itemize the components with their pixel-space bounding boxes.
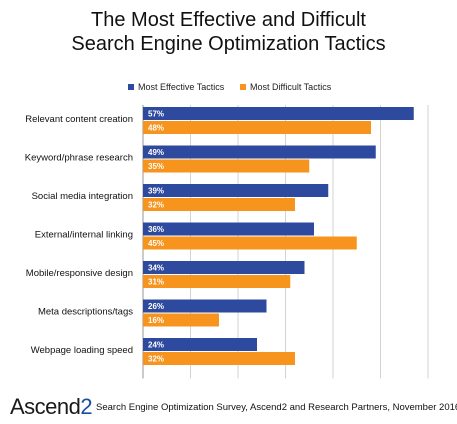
data-label: 31% <box>148 278 164 287</box>
category-label: Keyword/phrase research <box>25 153 133 164</box>
bar-effective <box>143 299 267 313</box>
category-label: Webpage loading speed <box>31 345 133 356</box>
bar-difficult <box>143 198 295 211</box>
data-label: 45% <box>148 239 164 248</box>
data-label: 26% <box>148 302 164 311</box>
bar-effective <box>143 261 305 274</box>
footer: Ascend2 Search Engine Optimization Surve… <box>10 394 457 419</box>
bar-effective <box>143 338 257 351</box>
legend-swatch-effective <box>128 84 134 90</box>
legend-swatch-difficult <box>240 84 246 90</box>
bar-difficult <box>143 159 310 173</box>
data-label: 32% <box>148 355 164 364</box>
legend-item-effective: Most Effective Tactics <box>128 82 224 92</box>
data-label: 32% <box>148 201 164 210</box>
bar-effective <box>143 145 376 159</box>
data-label: 49% <box>148 148 164 157</box>
data-label: 24% <box>148 341 164 350</box>
bar-effective <box>143 184 329 197</box>
source-note: Search Engine Optimization Survey, Ascen… <box>96 402 457 413</box>
legend-item-difficult: Most Difficult Tactics <box>240 82 331 92</box>
chart-title-line-1: The Most Effective and Difficult <box>91 9 366 31</box>
chart-title-line-2: Search Engine Optimization Tactics <box>71 33 386 55</box>
bar-effective <box>143 107 414 120</box>
legend-label-effective: Most Effective Tactics <box>138 82 225 92</box>
data-label: 36% <box>148 225 164 234</box>
category-label: Mobile/responsive design <box>26 268 133 279</box>
ascend2-logo: Ascend2 <box>10 394 93 420</box>
bar-difficult <box>143 352 295 365</box>
chart-title: The Most Effective and Difficult Search … <box>0 8 457 56</box>
data-label: 48% <box>148 124 164 133</box>
bar-effective <box>143 222 314 236</box>
chart-legend: Most Effective Tactics Most Difficult Ta… <box>0 82 457 96</box>
bar-difficult <box>143 275 291 288</box>
data-label: 34% <box>148 264 164 273</box>
data-label: 16% <box>148 316 164 325</box>
category-label: Social media integration <box>32 191 133 202</box>
bar-difficult <box>143 121 371 134</box>
logo-text: Ascend <box>10 394 81 419</box>
data-label: 39% <box>148 187 164 196</box>
category-label: Relevant content creation <box>25 114 133 125</box>
data-label: 57% <box>148 110 164 119</box>
bar-difficult <box>143 236 357 250</box>
logo-digit: 2 <box>80 394 93 419</box>
data-label: 35% <box>148 162 164 171</box>
category-label: Meta descriptions/tags <box>38 307 133 318</box>
bar-difficult <box>143 313 219 327</box>
legend-label-difficult: Most Difficult Tactics <box>250 82 332 92</box>
category-label: External/internal linking <box>35 230 133 241</box>
